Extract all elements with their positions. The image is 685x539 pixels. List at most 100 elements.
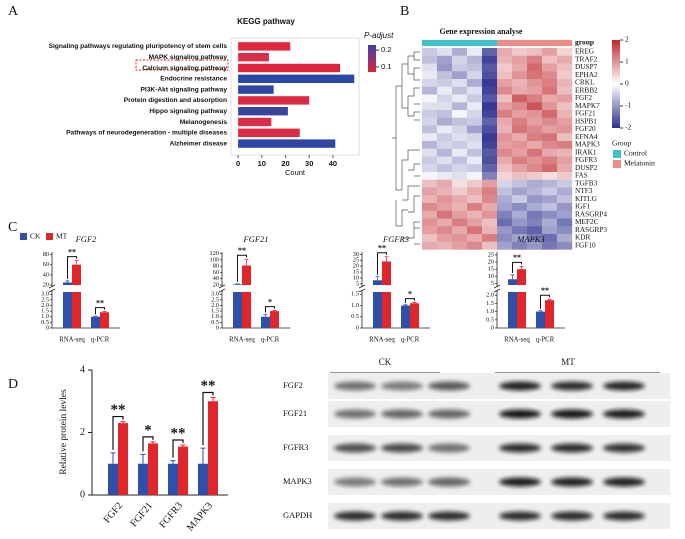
heat-cell [497, 156, 513, 165]
heat-cell [482, 203, 498, 211]
blot-band [551, 409, 593, 419]
heat-cell [557, 71, 573, 80]
y-tick-label: 0.5 [351, 313, 359, 320]
heat-cell [542, 195, 558, 204]
heat-cell [482, 63, 498, 72]
heat-cell [542, 218, 558, 227]
heat-cell [437, 148, 453, 157]
heat-cell [497, 226, 513, 235]
heat-cell [512, 125, 528, 134]
bar [373, 280, 382, 285]
y-tick-label: 0 [356, 324, 359, 331]
y-tick-label: 20 [213, 281, 219, 288]
heat-cell [452, 218, 468, 227]
bar [208, 401, 218, 495]
heat-cell [527, 179, 543, 188]
subplot-title: FGF2 [75, 234, 98, 244]
x-axis-label: Count [285, 168, 306, 177]
heat-cell [527, 141, 543, 149]
heat-cell [467, 71, 483, 80]
legend-label: Melatonin [624, 159, 655, 168]
heat-cell [467, 110, 483, 118]
significance-bracket [142, 436, 154, 452]
error-bar [519, 265, 524, 270]
heat-cell [497, 117, 513, 126]
heat-cell [512, 226, 528, 235]
significance-label: ** [111, 402, 126, 418]
heat-cell [542, 156, 558, 165]
bar [270, 311, 279, 328]
bar [108, 463, 118, 495]
heat-cell [437, 195, 453, 204]
heat-cell [482, 234, 498, 242]
heat-cell [422, 218, 438, 227]
heat-cell [557, 79, 573, 87]
category-label: Calcium signaling pathway [142, 65, 227, 72]
legend-label: Control [624, 149, 647, 158]
blot-band [428, 511, 470, 521]
heat-cell [542, 172, 558, 180]
x-tick-label: 0 [236, 159, 240, 168]
colorbar-tick-label: -1 [625, 101, 631, 110]
heat-cell [527, 172, 543, 180]
blot-band [428, 381, 470, 391]
row-label: NTF3 [575, 186, 593, 195]
subplot-title: FGFR3 [382, 234, 409, 244]
heat-cell [467, 241, 483, 250]
heat-cell [452, 156, 468, 165]
heat-cell [422, 234, 438, 242]
colorbar-tick-label: -2 [625, 123, 631, 132]
legend-title: Group [612, 139, 631, 148]
axis-break [358, 284, 366, 293]
heat-cell [452, 55, 468, 64]
heat-cell [422, 241, 438, 250]
heat-cell [542, 117, 558, 126]
y-tick-label: 0.5 [486, 316, 494, 323]
blot-band [499, 409, 541, 419]
blot-band [334, 511, 376, 521]
y-tick-label: 25 [488, 251, 494, 258]
heat-cell [497, 133, 513, 142]
bar [63, 282, 72, 285]
heat-cell [422, 125, 438, 134]
blot-band [381, 477, 423, 487]
y-tick-label: 4 [80, 364, 85, 375]
blot-band [334, 381, 376, 391]
heat-cell [452, 117, 468, 126]
heat-cell [512, 71, 528, 80]
heat-cell [557, 210, 573, 219]
error-bar [120, 421, 126, 424]
heat-cell [527, 187, 543, 196]
y-tick-label: 2.0 [486, 292, 494, 299]
error-bar [547, 298, 552, 301]
y-tick-label: 25 [353, 257, 359, 264]
heat-cell [497, 203, 513, 211]
blot-band [334, 409, 376, 419]
heat-cell [422, 156, 438, 165]
error-bar [538, 310, 543, 312]
bar [238, 117, 272, 127]
x-tick-label: 20 [281, 159, 289, 168]
error-bar [170, 460, 176, 464]
heat-cell [557, 195, 573, 204]
heat-cell [542, 125, 558, 134]
heat-cell [542, 94, 558, 103]
error-bar [210, 397, 216, 402]
y-tick-label: 15 [488, 266, 494, 273]
row-label: IRAK1 [575, 147, 597, 156]
heat-cell [542, 210, 558, 219]
significance-bracket [377, 252, 387, 275]
heat-cell [437, 172, 453, 180]
heat-cell [482, 110, 498, 118]
heat-cell [467, 172, 483, 180]
heat-cell [512, 210, 528, 219]
y-tick-label: 1.5 [486, 300, 494, 307]
heat-cell [512, 156, 528, 165]
heat-cell [437, 218, 453, 227]
heat-cell [452, 234, 468, 242]
heat-cell [467, 86, 483, 95]
heat-cell [542, 187, 558, 196]
bar [148, 443, 158, 495]
heat-cell [497, 241, 513, 250]
